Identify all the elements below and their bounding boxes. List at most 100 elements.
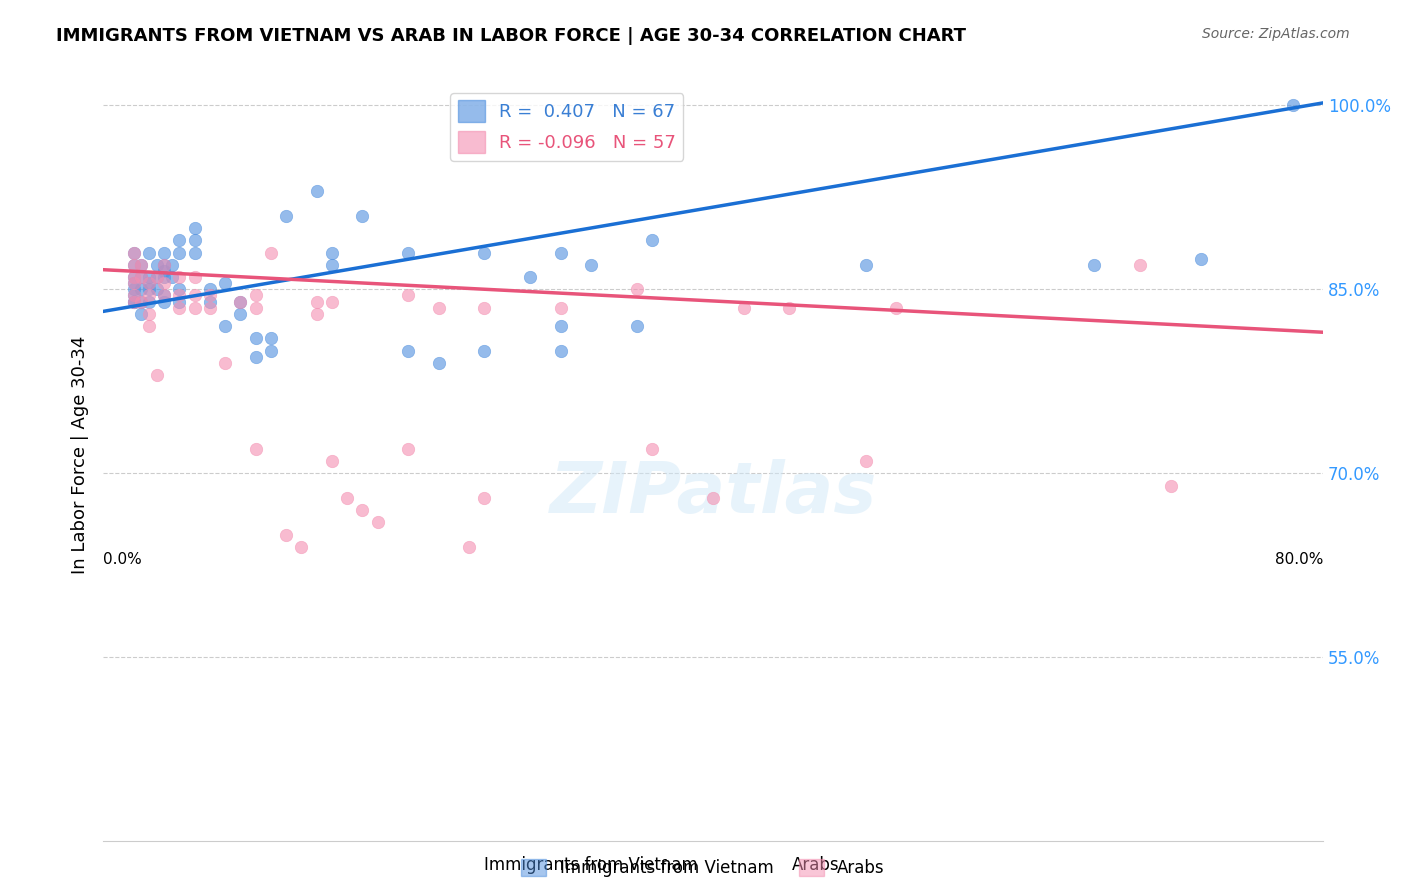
Point	[550, 319, 572, 334]
Point	[305, 307, 328, 321]
Point	[474, 301, 496, 315]
Point	[183, 301, 205, 315]
Point	[122, 282, 145, 296]
Point	[458, 540, 481, 554]
Point	[153, 258, 176, 272]
Point	[1281, 98, 1303, 112]
Point	[122, 276, 145, 290]
Point	[733, 301, 755, 315]
Text: Immigrants from Vietnam: Immigrants from Vietnam	[484, 856, 697, 874]
Point	[198, 288, 221, 302]
Point	[519, 270, 541, 285]
Point	[884, 301, 907, 315]
Point	[1129, 258, 1152, 272]
Point	[260, 343, 283, 358]
Point	[1160, 478, 1182, 492]
Point	[214, 276, 236, 290]
Point	[214, 319, 236, 334]
Point	[145, 282, 167, 296]
Point	[276, 209, 298, 223]
Point	[702, 491, 724, 505]
Point	[169, 288, 191, 302]
Point	[1083, 258, 1105, 272]
Point	[321, 258, 343, 272]
Point	[229, 307, 252, 321]
Point	[145, 258, 167, 272]
Point	[129, 270, 152, 285]
Point	[129, 307, 152, 321]
Point	[122, 294, 145, 309]
Point	[138, 307, 160, 321]
Point	[290, 540, 312, 554]
Y-axis label: In Labor Force | Age 30-34: In Labor Force | Age 30-34	[72, 335, 89, 574]
Point	[122, 245, 145, 260]
Point	[396, 245, 419, 260]
Text: Arabs: Arabs	[792, 856, 839, 874]
Point	[183, 221, 205, 235]
Point	[245, 301, 267, 315]
Point	[245, 288, 267, 302]
Point	[129, 258, 152, 272]
Point	[153, 294, 176, 309]
Point	[198, 294, 221, 309]
Point	[153, 270, 176, 285]
Point	[153, 288, 176, 302]
Text: ZIPatlas: ZIPatlas	[550, 459, 877, 528]
Point	[260, 245, 283, 260]
Point	[183, 233, 205, 247]
Point	[129, 258, 152, 272]
Point	[169, 301, 191, 315]
Point	[214, 356, 236, 370]
Point	[579, 258, 602, 272]
Point	[1189, 252, 1212, 266]
Point	[169, 282, 191, 296]
Point	[550, 245, 572, 260]
Point	[138, 276, 160, 290]
Point	[641, 442, 664, 456]
Point	[474, 343, 496, 358]
Point	[153, 258, 176, 272]
Point	[169, 270, 191, 285]
Point	[138, 245, 160, 260]
Point	[550, 343, 572, 358]
Point	[153, 264, 176, 278]
Point	[474, 245, 496, 260]
Point	[183, 270, 205, 285]
Point	[138, 276, 160, 290]
Point	[122, 270, 145, 285]
Point	[245, 350, 267, 364]
Point	[183, 288, 205, 302]
Point	[626, 282, 648, 296]
Point	[153, 288, 176, 302]
Point	[427, 356, 450, 370]
Point	[396, 442, 419, 456]
Point	[855, 258, 877, 272]
Point	[138, 288, 160, 302]
Point	[129, 282, 152, 296]
Point	[169, 233, 191, 247]
Text: 80.0%: 80.0%	[1275, 551, 1323, 566]
Point	[245, 442, 267, 456]
Point	[305, 294, 328, 309]
Text: Source: ZipAtlas.com: Source: ZipAtlas.com	[1202, 27, 1350, 41]
Point	[641, 233, 664, 247]
Point	[855, 454, 877, 468]
Point	[305, 184, 328, 198]
Point	[122, 288, 145, 302]
Point	[276, 527, 298, 541]
Point	[474, 491, 496, 505]
Point	[138, 319, 160, 334]
Point	[198, 301, 221, 315]
Point	[336, 491, 359, 505]
Point	[245, 331, 267, 345]
Point	[122, 288, 145, 302]
Text: 0.0%: 0.0%	[103, 551, 142, 566]
Point	[153, 276, 176, 290]
Point	[396, 288, 419, 302]
Point	[145, 368, 167, 383]
Point	[396, 343, 419, 358]
Point	[427, 301, 450, 315]
Point	[367, 516, 389, 530]
Point	[122, 258, 145, 272]
Point	[198, 282, 221, 296]
